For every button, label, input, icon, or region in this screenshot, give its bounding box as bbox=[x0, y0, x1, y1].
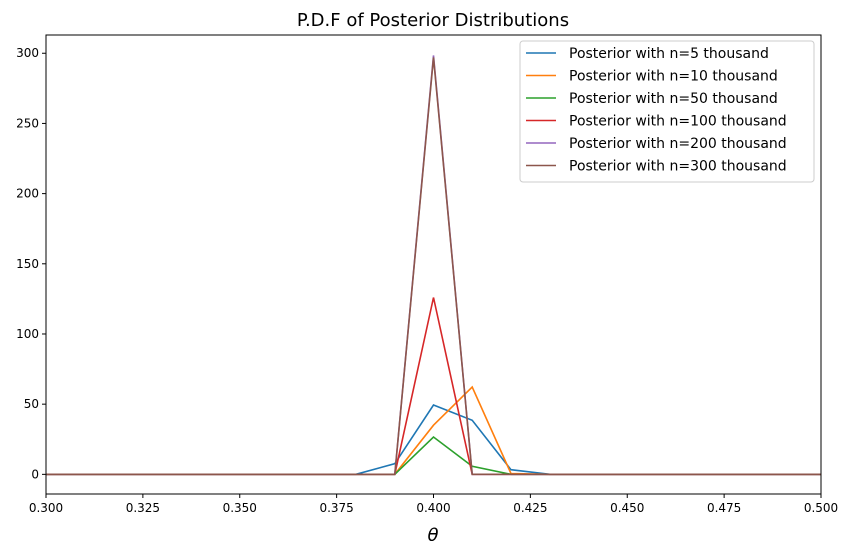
y-tick-label: 0 bbox=[31, 467, 39, 481]
legend-label: Posterior with n=50 thousand bbox=[569, 91, 778, 107]
chart-title: P.D.F of Posterior Distributions bbox=[297, 10, 569, 31]
x-tick-label: 0.450 bbox=[610, 501, 644, 515]
x-tick-label: 0.300 bbox=[29, 501, 63, 515]
x-tick-label: 0.400 bbox=[416, 501, 450, 515]
x-tick-label: 0.350 bbox=[223, 501, 257, 515]
x-axis-label: θ bbox=[427, 525, 438, 546]
x-tick-label: 0.475 bbox=[707, 501, 741, 515]
series-line-6 bbox=[46, 57, 821, 476]
legend-label: Posterior with n=5 thousand bbox=[569, 46, 769, 62]
y-tick-label: 150 bbox=[16, 257, 39, 271]
legend: Posterior with n=5 thousand Posterior wit… bbox=[519, 40, 815, 183]
x-tick-label: 0.500 bbox=[804, 501, 838, 515]
x-tick-label: 0.325 bbox=[126, 501, 160, 515]
series-line-1 bbox=[46, 404, 821, 476]
legend-label: Posterior with n=100 thousand bbox=[569, 114, 787, 130]
legend-label: Posterior with n=10 thousand bbox=[569, 69, 778, 85]
legend-label: Posterior with n=200 thousand bbox=[569, 136, 787, 152]
legend-box bbox=[519, 40, 815, 183]
series-line-3 bbox=[46, 435, 821, 476]
x-tick-label: 0.375 bbox=[319, 501, 353, 515]
y-tick-label: 50 bbox=[24, 397, 39, 411]
y-tick-label: 250 bbox=[16, 116, 39, 130]
legend-label: Posterior with n=300 thousand bbox=[569, 159, 787, 175]
y-tick-label: 200 bbox=[16, 187, 39, 201]
y-tick-label: 100 bbox=[16, 327, 39, 341]
series-line-4 bbox=[46, 297, 821, 476]
y-tick-label: 300 bbox=[16, 46, 39, 60]
x-tick-label: 0.425 bbox=[513, 501, 547, 515]
series-line-2 bbox=[46, 385, 821, 476]
